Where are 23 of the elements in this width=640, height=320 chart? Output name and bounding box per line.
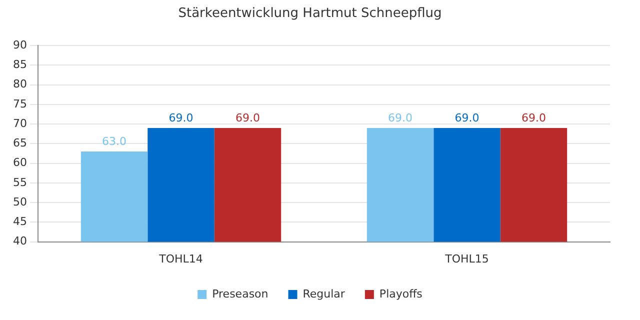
data-label: 69.0 xyxy=(521,111,546,124)
y-tick-label: 50 xyxy=(12,195,27,208)
y-tick-label: 75 xyxy=(12,97,27,110)
data-label: 69.0 xyxy=(454,111,480,124)
y-tick-label: 80 xyxy=(12,78,27,91)
legend-label: Playoffs xyxy=(379,287,423,300)
legend-label: Regular xyxy=(302,287,346,300)
y-tick-label: 55 xyxy=(12,176,27,189)
y-tick-label: 90 xyxy=(12,38,27,52)
data-label: 69.0 xyxy=(168,111,194,124)
y-tick-label: 65 xyxy=(12,136,27,150)
data-label: 63.0 xyxy=(102,134,127,148)
y-tick-label: 85 xyxy=(12,58,27,72)
data-label: 69.0 xyxy=(388,111,413,124)
chart-title: Stärkeentwicklung Hartmut Schneepflug xyxy=(178,6,442,22)
legend-label: Preseason xyxy=(212,287,268,300)
y-tick-label: 70 xyxy=(12,116,27,130)
x-tick-label: TOHL14 xyxy=(158,252,203,266)
x-tick-label: TOHL15 xyxy=(444,252,489,266)
data-label: 69.0 xyxy=(235,111,260,124)
y-tick-label: 60 xyxy=(12,156,27,170)
y-tick-label: 45 xyxy=(12,215,27,228)
y-tick-label: 40 xyxy=(12,234,27,248)
